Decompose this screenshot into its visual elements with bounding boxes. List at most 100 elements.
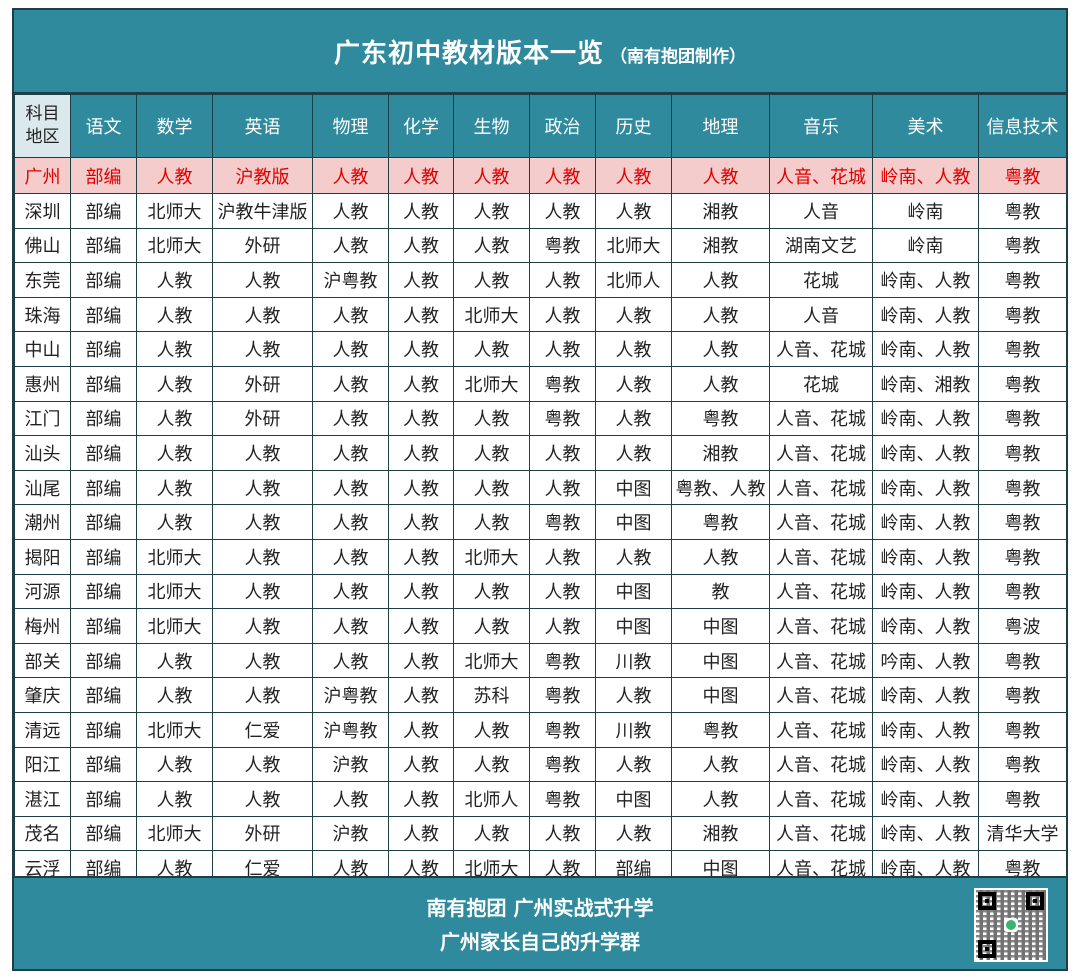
version-cell: 人教 xyxy=(312,469,389,506)
version-cell: 沪教 xyxy=(312,815,389,852)
table-row: 佛山 部编 北师大 外研 人教 人教 人教 粤教 北师大 湘教 湖南文艺 岭南 粤教 xyxy=(14,227,1067,264)
version-cell: 部编 xyxy=(70,331,137,367)
version-cell: 部编 xyxy=(70,435,137,471)
table-row: 肇庆 部编 人教 人教 沪粤教 人教 苏科 粤教 人教 中图 人音、花城 岭南、人教 粤教 xyxy=(14,677,1067,713)
version-cell: 人教 xyxy=(453,573,530,610)
region-cell: 肇庆 xyxy=(14,677,71,713)
version-cell: 人教 xyxy=(388,365,454,402)
version-cell: 部编 xyxy=(70,538,137,575)
version-cell: 人音、花城 xyxy=(769,711,873,748)
version-cell: 中图 xyxy=(595,573,672,610)
version-cell: 人教 xyxy=(388,400,454,437)
region-cell: 梅州 xyxy=(14,608,71,644)
version-cell: 人教 xyxy=(529,296,596,333)
version-cell: 岭南 xyxy=(872,227,979,264)
version-cell: 部编 xyxy=(70,227,137,264)
version-cell: 人教 xyxy=(388,538,454,575)
version-cell: 人音、花城 xyxy=(769,781,873,817)
version-cell: 人教 xyxy=(212,608,313,644)
version-cell: 北师大 xyxy=(136,193,213,229)
corner-header: 科目 地区 xyxy=(14,94,71,158)
version-cell: 部编 xyxy=(70,469,137,506)
version-cell: 部编 xyxy=(70,365,137,402)
region-cell: 部关 xyxy=(14,642,71,679)
version-cell: 人教 xyxy=(388,815,454,852)
table-row: 珠海 部编 人教 人教 人教 人教 北师大 人教 人教 人教 人音 岭南、人教 粤教 xyxy=(14,296,1067,333)
version-cell: 人教 xyxy=(212,262,313,298)
version-cell: 外研 xyxy=(212,365,313,402)
table-row: 阳江 部编 人教 人教 沪教 人教 人教 粤教 人教 人教 人音、花城 岭南、人教 粤教 xyxy=(14,746,1067,783)
version-cell: 粤教 xyxy=(978,296,1067,333)
version-cell: 粤教 xyxy=(978,746,1067,783)
region-cell: 揭阳 xyxy=(14,538,71,575)
version-cell: 人音、花城 xyxy=(769,504,873,540)
version-cell: 北师人 xyxy=(595,262,672,298)
table-row: 清远 部编 北师大 仁爱 沪粤教 人教 人教 粤教 川教 粤教 人音、花城 岭南、人教 粤教 xyxy=(14,711,1067,748)
version-cell: 部编 xyxy=(70,642,137,679)
version-cell: 人教 xyxy=(671,781,770,817)
version-cell: 人教 xyxy=(136,642,213,679)
version-cell: 北师大 xyxy=(136,711,213,748)
version-cell: 湘教 xyxy=(671,435,770,471)
version-cell: 人教 xyxy=(453,469,530,506)
version-cell: 部编 xyxy=(70,193,137,229)
version-cell: 人教 xyxy=(595,677,672,713)
version-cell: 人教 xyxy=(212,331,313,367)
version-cell: 沪教版 xyxy=(212,157,313,194)
version-cell: 人音、花城 xyxy=(769,815,873,852)
version-cell: 外研 xyxy=(212,815,313,852)
version-cell: 人教 xyxy=(453,331,530,367)
version-cell: 人教 xyxy=(595,296,672,333)
version-cell: 北师大 xyxy=(595,227,672,264)
subject-header: 地理 xyxy=(671,94,770,158)
region-cell: 中山 xyxy=(14,331,71,367)
version-cell: 湘教 xyxy=(671,227,770,264)
version-cell: 人教 xyxy=(388,642,454,679)
version-cell: 吟南、人教 xyxy=(872,642,979,679)
subject-header: 美术 xyxy=(872,94,979,158)
version-cell: 人教 xyxy=(595,400,672,437)
version-cell: 人教 xyxy=(453,400,530,437)
version-cell: 人教 xyxy=(595,157,672,194)
table-row: 江门 部编 人教 外研 人教 人教 人教 粤教 人教 粤教 人音、花城 岭南、人教 粤教 xyxy=(14,400,1067,437)
version-cell: 人教 xyxy=(388,573,454,610)
version-cell: 粤教 xyxy=(529,504,596,540)
version-cell: 人教 xyxy=(529,262,596,298)
region-cell: 潮州 xyxy=(14,504,71,540)
version-cell: 湘教 xyxy=(671,815,770,852)
version-cell: 部编 xyxy=(70,504,137,540)
version-cell: 人教 xyxy=(388,677,454,713)
version-cell: 粤教 xyxy=(978,711,1067,748)
version-cell: 人教 xyxy=(388,781,454,817)
version-cell: 粤教 xyxy=(978,227,1067,264)
version-cell: 人教 xyxy=(136,469,213,506)
version-cell: 外研 xyxy=(212,227,313,264)
version-cell: 人教 xyxy=(136,746,213,783)
version-cell: 人教 xyxy=(453,157,530,194)
version-cell: 粤教 xyxy=(529,711,596,748)
version-cell: 人教 xyxy=(312,227,389,264)
region-cell: 湛江 xyxy=(14,781,71,817)
version-cell: 外研 xyxy=(212,400,313,437)
version-cell: 粤教 xyxy=(529,642,596,679)
version-cell: 人教 xyxy=(671,296,770,333)
version-cell: 人教 xyxy=(671,746,770,783)
version-cell: 人教 xyxy=(312,573,389,610)
version-cell: 粤教 xyxy=(978,157,1067,194)
version-cell: 人教 xyxy=(388,296,454,333)
version-cell: 中图 xyxy=(595,608,672,644)
version-cell: 岭南、人教 xyxy=(872,262,979,298)
version-cell: 人教 xyxy=(388,331,454,367)
table-row: 汕尾 部编 人教 人教 人教 人教 人教 人教 中图 粤教、人教 人音、花城 岭南、人教 粤教 xyxy=(14,469,1067,506)
version-cell: 人教 xyxy=(671,262,770,298)
table-row: 茂名 部编 北师大 外研 沪教 人教 人教 人教 人教 湘教 人音、花城 岭南、人教 清华大学 xyxy=(14,815,1067,852)
version-cell: 部编 xyxy=(70,711,137,748)
version-cell: 人教 xyxy=(212,746,313,783)
version-cell: 川教 xyxy=(595,642,672,679)
version-cell: 人教 xyxy=(671,157,770,194)
version-cell: 人教 xyxy=(453,262,530,298)
version-cell: 人教 xyxy=(529,193,596,229)
version-cell: 人教 xyxy=(595,746,672,783)
version-cell: 人教 xyxy=(212,781,313,817)
version-cell: 人教 xyxy=(595,193,672,229)
